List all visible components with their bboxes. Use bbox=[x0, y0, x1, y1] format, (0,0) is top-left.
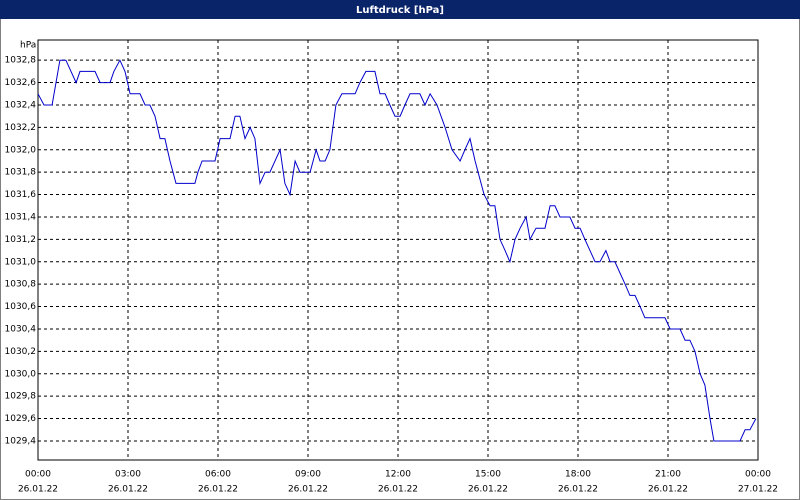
y-tick-label: 1031,6 bbox=[5, 190, 37, 200]
y-tick-label: 1030,4 bbox=[5, 324, 37, 334]
y-tick-label: 1031,2 bbox=[5, 235, 37, 245]
x-tick-date: 26.01.22 bbox=[468, 485, 508, 495]
x-tick-date: 26.01.22 bbox=[18, 485, 58, 495]
x-tick-date: 26.01.22 bbox=[378, 485, 418, 495]
y-tick-label: 1032,0 bbox=[5, 145, 37, 155]
chart-title: Luftdruck [hPa] bbox=[356, 5, 444, 16]
y-tick-label: 1032,6 bbox=[5, 78, 37, 88]
x-tick-date: 27.01.22 bbox=[738, 485, 778, 495]
x-tick-date: 26.01.22 bbox=[558, 485, 598, 495]
x-tick-label: 06:00 bbox=[205, 470, 231, 480]
y-tick-label: 1031,0 bbox=[5, 257, 37, 267]
y-axis-label: hPa bbox=[20, 41, 36, 51]
y-tick-label: 1032,4 bbox=[5, 100, 37, 110]
x-tick-date: 26.01.22 bbox=[108, 485, 148, 495]
x-tick-label: 09:00 bbox=[295, 470, 321, 480]
y-tick-label: 1029,4 bbox=[5, 436, 37, 446]
y-tick-label: 1030,6 bbox=[5, 302, 37, 312]
y-tick-label: 1031,4 bbox=[5, 212, 37, 222]
x-tick-label: 21:00 bbox=[655, 470, 681, 480]
data-line bbox=[37, 59, 757, 442]
y-tick-label: 1032,2 bbox=[5, 123, 37, 133]
x-tick-label: 00:00 bbox=[745, 470, 771, 480]
x-tick-label: 12:00 bbox=[385, 470, 411, 480]
title-bar bbox=[0, 0, 800, 19]
x-tick-date: 26.01.22 bbox=[198, 485, 238, 495]
x-tick-label: 03:00 bbox=[115, 470, 141, 480]
y-tick-label: 1030,2 bbox=[5, 347, 37, 357]
y-tick-label: 1029,8 bbox=[5, 392, 37, 402]
x-tick-date: 26.01.22 bbox=[288, 485, 328, 495]
x-tick-label: 18:00 bbox=[565, 470, 591, 480]
y-tick-label: 1030,8 bbox=[5, 280, 37, 290]
y-tick-label: 1029,6 bbox=[5, 414, 37, 424]
y-tick-label: 1031,8 bbox=[5, 168, 37, 178]
x-tick-label: 00:00 bbox=[25, 470, 51, 480]
x-tick-date: 26.01.22 bbox=[648, 485, 688, 495]
y-tick-label: 1030,0 bbox=[5, 369, 37, 379]
y-tick-label: 1032,8 bbox=[5, 56, 37, 66]
x-tick-label: 15:00 bbox=[475, 470, 501, 480]
